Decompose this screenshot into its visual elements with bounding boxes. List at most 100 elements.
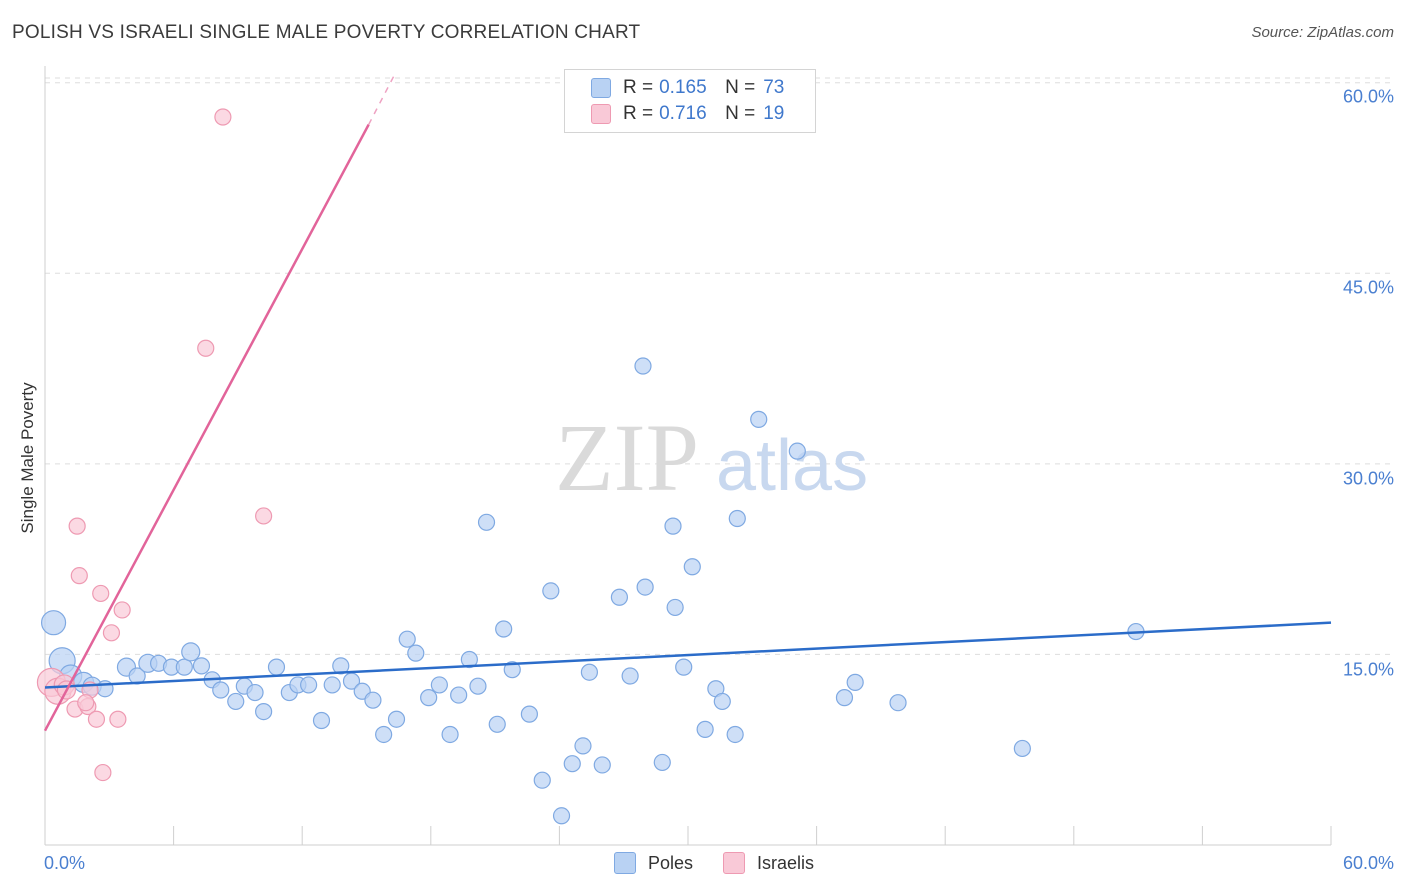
poles-point: [398, 630, 416, 648]
poles-point: [726, 725, 744, 744]
poles-point: [1013, 739, 1031, 758]
poles-point: [563, 755, 581, 773]
chart-title: POLISH VS ISRAELI SINGLE MALE POVERTY CO…: [12, 22, 641, 43]
poles-point: [323, 676, 341, 694]
poles-point: [636, 578, 654, 596]
israelis-point: [70, 567, 88, 585]
poles-point: [666, 598, 684, 617]
y-tick-label-15: 15.0%: [1342, 659, 1394, 680]
poles-point: [212, 681, 230, 699]
poles-point: [580, 663, 599, 681]
points-layer: [36, 108, 1145, 825]
poles-point: [653, 753, 671, 772]
poles-point: [889, 694, 907, 712]
poles-point: [610, 588, 629, 606]
israelis-legend-label: Israelis: [757, 852, 815, 873]
poles-point: [846, 673, 864, 691]
poles-point: [552, 807, 571, 825]
n-label: N =: [725, 77, 756, 98]
israelis-legend-swatch: [723, 852, 746, 874]
poles-point: [267, 658, 286, 676]
poles-point: [533, 771, 551, 789]
poles-point: [450, 686, 468, 704]
poles-point: [375, 725, 393, 744]
legend-row-israelis: R = 0.716 N = 19: [591, 102, 784, 126]
poles-point: [469, 677, 487, 695]
poles-point: [181, 642, 201, 662]
grid-layer: [45, 77, 1392, 655]
israelis-point: [68, 517, 86, 535]
poles-point: [788, 442, 806, 460]
poles-point: [246, 683, 264, 702]
israelis-trend-extension: [367, 74, 396, 125]
poles-point: [364, 691, 382, 709]
poles-point: [441, 725, 459, 744]
poles-point: [593, 756, 611, 774]
israelis-point: [255, 507, 273, 525]
israelis-swatch: [591, 104, 611, 124]
series-legend: Poles Israelis: [614, 852, 844, 874]
poles-point: [40, 610, 67, 636]
r-label: R =: [623, 103, 654, 124]
watermark-atlas: atlas: [716, 426, 868, 506]
poles-point: [227, 692, 245, 711]
trend-layer: [43, 74, 1332, 732]
poles-point: [488, 715, 506, 733]
poles-point: [520, 705, 538, 723]
legend-item-poles[interactable]: Poles: [614, 852, 693, 874]
poles-point: [728, 509, 746, 528]
poles-point: [387, 710, 406, 728]
poles-legend-swatch: [614, 852, 636, 874]
israelis-point: [113, 601, 131, 619]
y-tick-label-45: 45.0%: [1342, 277, 1394, 298]
poles-point: [683, 558, 701, 576]
poles-point: [332, 657, 350, 675]
poles-n-value: 73: [763, 77, 785, 98]
poles-point: [621, 667, 639, 685]
israelis-point: [109, 710, 127, 728]
poles-legend-label: Poles: [648, 852, 694, 873]
stats-legend: R = 0.165 N = 73 R = 0.716 N = 19: [564, 69, 816, 133]
poles-point: [477, 513, 496, 531]
x-tick-label-max: 60.0%: [1342, 853, 1394, 873]
israelis-point: [102, 624, 121, 642]
poles-swatch: [591, 78, 611, 98]
legend-item-israelis[interactable]: Israelis: [723, 852, 814, 874]
poles-point: [675, 658, 693, 676]
poles-point: [713, 692, 731, 711]
poles-point: [300, 676, 318, 694]
poles-r-value: 0.165: [659, 77, 707, 98]
poles-point: [312, 711, 331, 730]
source-label: Source: ZipAtlas.com: [1251, 24, 1394, 41]
watermark-zip: ZIP: [555, 404, 699, 511]
israelis-point: [87, 710, 106, 728]
poles-point: [460, 650, 478, 669]
poles-point: [750, 410, 768, 428]
poles-point: [407, 644, 425, 662]
y-tick-label-60: 60.0%: [1342, 86, 1394, 107]
x-tick-label-min: 0.0%: [44, 853, 86, 873]
poles-point: [495, 620, 513, 638]
israelis-point: [214, 108, 232, 126]
israelis-r-value: 0.716: [659, 103, 707, 124]
legend-row-poles: R = 0.165 N = 73: [591, 76, 784, 100]
poles-point: [664, 517, 682, 535]
r-label: R =: [623, 77, 654, 98]
poles-point: [634, 357, 652, 375]
israelis-n-value: 19: [763, 103, 785, 124]
poles-point: [430, 676, 448, 694]
poles-point: [255, 702, 273, 721]
israelis-point: [197, 339, 215, 357]
poles-point: [420, 689, 438, 707]
poles-point: [574, 737, 592, 755]
poles-point: [542, 582, 560, 600]
n-label: N =: [725, 103, 756, 124]
poles-point: [503, 661, 521, 679]
israelis-point: [94, 763, 112, 782]
poles-trend-line: [44, 621, 1332, 689]
poles-point: [835, 689, 854, 707]
poles-point: [192, 657, 211, 675]
poles-point: [696, 720, 714, 738]
israelis-point: [92, 584, 110, 603]
